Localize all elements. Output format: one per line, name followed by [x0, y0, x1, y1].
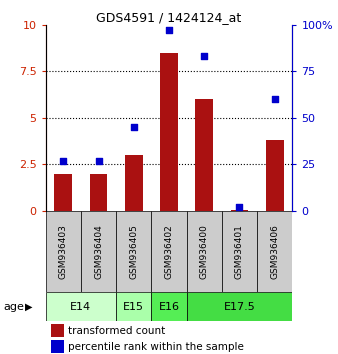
Point: [237, 204, 242, 210]
Text: transformed count: transformed count: [68, 326, 165, 336]
Bar: [46, 211, 81, 292]
Title: GDS4591 / 1424124_at: GDS4591 / 1424124_at: [96, 11, 242, 24]
Text: E14: E14: [70, 302, 92, 312]
Bar: [266, 140, 284, 211]
Bar: [151, 292, 187, 321]
Point: [61, 158, 66, 164]
Bar: [125, 155, 143, 211]
Bar: [222, 211, 257, 292]
Bar: [160, 53, 178, 211]
Bar: [257, 211, 292, 292]
Text: ▶: ▶: [25, 302, 33, 312]
Text: GSM936400: GSM936400: [200, 224, 209, 279]
Point: [96, 158, 101, 164]
Text: GSM936405: GSM936405: [129, 224, 138, 279]
Bar: [54, 174, 72, 211]
Text: GSM936402: GSM936402: [165, 224, 173, 279]
Bar: [195, 99, 213, 211]
Bar: [46, 292, 116, 321]
Bar: [187, 211, 222, 292]
Text: E17.5: E17.5: [224, 302, 256, 312]
Bar: [151, 211, 187, 292]
Bar: [90, 174, 107, 211]
Text: GSM936403: GSM936403: [59, 224, 68, 279]
Bar: [116, 292, 151, 321]
Bar: [231, 210, 248, 211]
Bar: [116, 211, 151, 292]
Text: GSM936401: GSM936401: [235, 224, 244, 279]
Bar: [187, 292, 292, 321]
Text: age: age: [3, 302, 24, 312]
Text: E16: E16: [159, 302, 179, 312]
Point: [166, 28, 172, 33]
Bar: [51, 340, 64, 353]
Point: [272, 96, 277, 102]
Text: GSM936404: GSM936404: [94, 224, 103, 279]
Text: GSM936406: GSM936406: [270, 224, 279, 279]
Point: [131, 124, 137, 130]
Text: percentile rank within the sample: percentile rank within the sample: [68, 342, 244, 352]
Bar: [81, 211, 116, 292]
Bar: [51, 324, 64, 337]
Point: [201, 53, 207, 59]
Text: E15: E15: [123, 302, 144, 312]
